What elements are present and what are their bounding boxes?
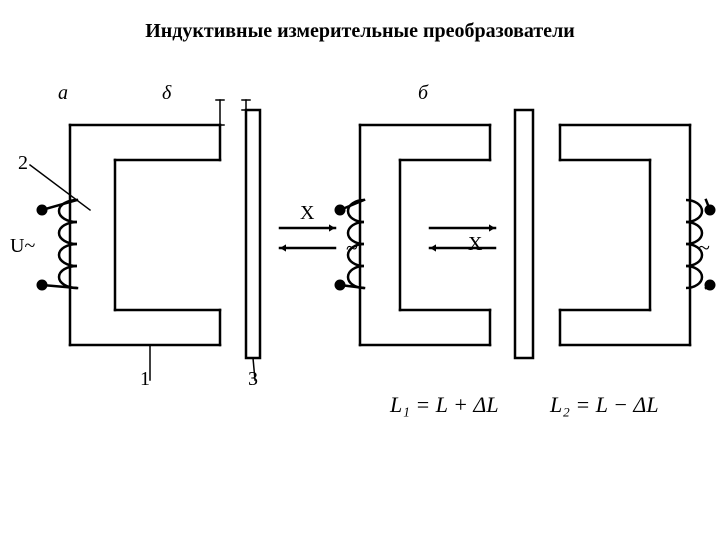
page-title: Индуктивные измерительные преобразовател… bbox=[0, 20, 720, 43]
diagram-canvas: а δ U~ 2 1 3 X б X ~ ~ L₁ = L + ΔL L₂ = … bbox=[0, 80, 720, 500]
formula-L1: L₁ = L + ΔL bbox=[390, 392, 499, 418]
label-tilde-left: ~ bbox=[346, 235, 358, 261]
label-2: 2 bbox=[18, 152, 28, 175]
diagram-svg bbox=[0, 80, 720, 420]
formula-L2: L₂ = L − ΔL bbox=[550, 392, 659, 418]
label-3: 3 bbox=[248, 368, 258, 391]
label-a: а bbox=[58, 82, 68, 105]
label-X-a: X bbox=[300, 202, 314, 225]
label-delta: δ bbox=[162, 82, 171, 105]
label-U: U~ bbox=[10, 235, 35, 258]
label-X-b: X bbox=[468, 233, 482, 256]
label-b: б bbox=[418, 82, 428, 105]
label-1: 1 bbox=[140, 368, 150, 391]
label-tilde-right: ~ bbox=[698, 235, 710, 261]
